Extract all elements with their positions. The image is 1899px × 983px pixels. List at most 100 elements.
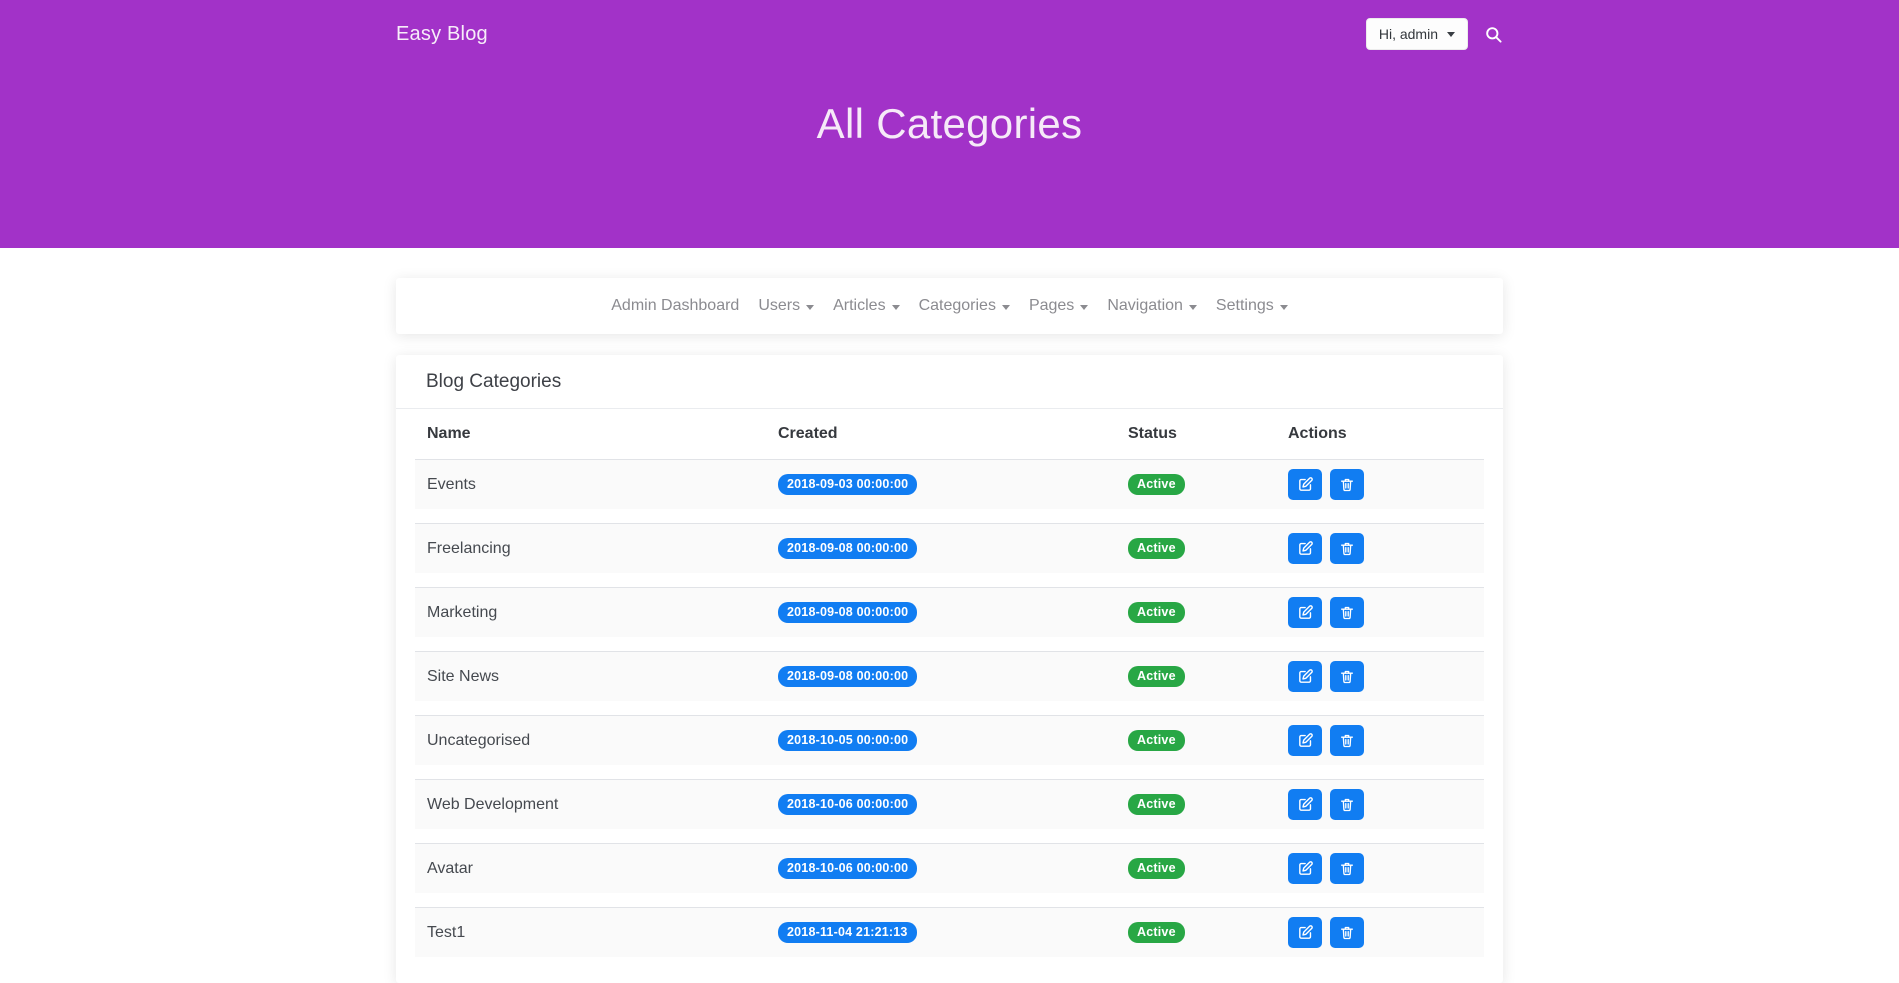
search-button[interactable] bbox=[1484, 25, 1503, 44]
created-date-badge: 2018-10-06 00:00:00 bbox=[778, 794, 918, 815]
actions-cell bbox=[1276, 651, 1484, 701]
delete-button[interactable] bbox=[1330, 789, 1365, 820]
delete-button[interactable] bbox=[1330, 597, 1365, 628]
categories-table: Name Created Status Actions Events 2018-… bbox=[415, 409, 1484, 971]
edit-button[interactable] bbox=[1288, 789, 1322, 820]
nav-item-label: Categories bbox=[918, 297, 996, 314]
column-header-created: Created bbox=[778, 425, 838, 442]
category-name-cell: Freelancing bbox=[415, 523, 766, 573]
trash-icon bbox=[1341, 478, 1354, 492]
trash-icon bbox=[1341, 670, 1354, 684]
top-navbar: Easy Blog Hi, admin bbox=[396, 0, 1503, 56]
status-badge: Active bbox=[1128, 730, 1185, 751]
status-badge: Active bbox=[1128, 858, 1185, 879]
table-header: Name Created Status Actions bbox=[415, 423, 1484, 445]
edit-button[interactable] bbox=[1288, 661, 1322, 692]
admin-nav-menu: Admin Dashboard Users Articles Categorie… bbox=[396, 278, 1503, 334]
created-date-badge: 2018-09-08 00:00:00 bbox=[778, 602, 918, 623]
actions-cell bbox=[1276, 523, 1484, 573]
nav-menu-item[interactable]: Pages bbox=[1029, 297, 1089, 315]
status-badge: Active bbox=[1128, 602, 1185, 623]
column-header-name: Name bbox=[427, 425, 471, 442]
edit-icon bbox=[1298, 733, 1313, 747]
edit-button[interactable] bbox=[1288, 917, 1322, 948]
table-row: Test1 2018-11-04 21:21:13 Active bbox=[415, 907, 1484, 957]
edit-button[interactable] bbox=[1288, 597, 1322, 628]
edit-icon bbox=[1298, 797, 1313, 811]
edit-icon bbox=[1298, 541, 1313, 555]
category-name-cell: Marketing bbox=[415, 587, 766, 637]
created-cell: 2018-10-06 00:00:00 bbox=[766, 843, 1116, 893]
delete-button[interactable] bbox=[1330, 853, 1365, 884]
delete-button[interactable] bbox=[1330, 533, 1365, 564]
page-title: All Categories bbox=[816, 100, 1083, 147]
brand-logo[interactable]: Easy Blog bbox=[396, 22, 488, 45]
table-row: Events 2018-09-03 00:00:00 Active bbox=[415, 459, 1484, 509]
created-date-badge: 2018-10-05 00:00:00 bbox=[778, 730, 918, 751]
edit-button[interactable] bbox=[1288, 533, 1322, 564]
edit-icon bbox=[1298, 925, 1313, 939]
nav-menu-item[interactable]: Users bbox=[758, 297, 815, 315]
trash-icon bbox=[1341, 798, 1354, 812]
table-row: Site News 2018-09-08 00:00:00 Active bbox=[415, 651, 1484, 701]
category-name-cell: Uncategorised bbox=[415, 715, 766, 765]
created-cell: 2018-09-08 00:00:00 bbox=[766, 523, 1116, 573]
status-cell: Active bbox=[1116, 843, 1276, 893]
category-name-cell: Avatar bbox=[415, 843, 766, 893]
blog-categories-card: Blog Categories Name Created Status Acti… bbox=[396, 355, 1503, 983]
actions-cell bbox=[1276, 779, 1484, 829]
created-cell: 2018-09-03 00:00:00 bbox=[766, 459, 1116, 509]
nav-menu-item[interactable]: Navigation bbox=[1107, 297, 1197, 315]
delete-button[interactable] bbox=[1330, 725, 1365, 756]
edit-icon bbox=[1298, 605, 1313, 619]
created-date-badge: 2018-10-06 00:00:00 bbox=[778, 858, 918, 879]
user-menu-label: Hi, admin bbox=[1378, 26, 1438, 42]
trash-icon bbox=[1341, 542, 1354, 556]
card-body: Name Created Status Actions Events 2018-… bbox=[396, 409, 1503, 971]
status-cell: Active bbox=[1116, 715, 1276, 765]
status-badge: Active bbox=[1128, 666, 1185, 687]
hero-banner: Easy Blog Hi, admin All Categories bbox=[0, 0, 1899, 248]
nav-menu-item[interactable]: Categories bbox=[919, 297, 1010, 315]
table-row: Freelancing 2018-09-08 00:00:00 Active bbox=[415, 523, 1484, 573]
nav-item-label: Admin Dashboard bbox=[611, 297, 740, 314]
topbar-right: Hi, admin bbox=[1365, 18, 1503, 50]
chevron-down-icon bbox=[806, 304, 815, 310]
edit-button[interactable] bbox=[1288, 469, 1322, 500]
edit-icon bbox=[1298, 477, 1313, 491]
delete-button[interactable] bbox=[1330, 469, 1365, 500]
edit-button[interactable] bbox=[1288, 725, 1322, 756]
nav-menu-item[interactable]: Admin Dashboard bbox=[611, 297, 739, 315]
trash-icon bbox=[1341, 862, 1354, 876]
actions-cell bbox=[1276, 843, 1484, 893]
status-badge: Active bbox=[1128, 794, 1185, 815]
status-cell: Active bbox=[1116, 523, 1276, 573]
table-row: Uncategorised 2018-10-05 00:00:00 Active bbox=[415, 715, 1484, 765]
status-cell: Active bbox=[1116, 587, 1276, 637]
trash-icon bbox=[1341, 734, 1354, 748]
category-name-cell: Test1 bbox=[415, 907, 766, 957]
delete-button[interactable] bbox=[1330, 661, 1365, 692]
status-cell: Active bbox=[1116, 651, 1276, 701]
chevron-down-icon bbox=[1447, 31, 1455, 37]
created-cell: 2018-09-08 00:00:00 bbox=[766, 651, 1116, 701]
actions-cell bbox=[1276, 715, 1484, 765]
category-name-cell: Web Development bbox=[415, 779, 766, 829]
user-menu-button[interactable]: Hi, admin bbox=[1365, 18, 1468, 50]
nav-menu-item[interactable]: Articles bbox=[833, 297, 900, 315]
nav-item-label: Articles bbox=[833, 297, 886, 314]
edit-button[interactable] bbox=[1288, 853, 1322, 884]
category-name-cell: Events bbox=[415, 459, 766, 509]
created-date-badge: 2018-09-03 00:00:00 bbox=[778, 474, 918, 495]
nav-item-label: Settings bbox=[1215, 297, 1274, 314]
chevron-down-icon bbox=[891, 304, 900, 310]
status-cell: Active bbox=[1116, 459, 1276, 509]
column-header-actions: Actions bbox=[1288, 425, 1347, 442]
nav-item-label: Users bbox=[758, 297, 801, 314]
nav-menu-item[interactable]: Settings bbox=[1216, 297, 1288, 315]
trash-icon bbox=[1341, 926, 1354, 940]
delete-button[interactable] bbox=[1330, 917, 1365, 948]
actions-cell bbox=[1276, 459, 1484, 509]
created-cell: 2018-10-05 00:00:00 bbox=[766, 715, 1116, 765]
column-header-status: Status bbox=[1128, 425, 1177, 442]
